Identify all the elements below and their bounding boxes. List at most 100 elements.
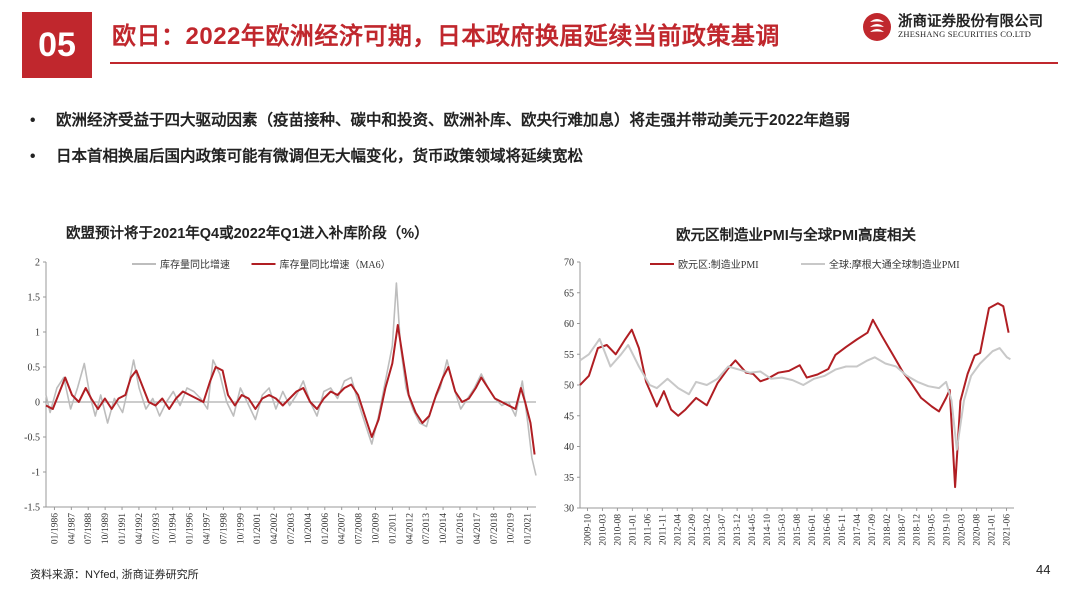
x-tick-label: 04/2002 (270, 513, 280, 544)
x-tick-label: 01/1986 (50, 513, 60, 544)
x-tick-label: 2012-04 (673, 514, 683, 546)
y-tick-label: 0 (35, 398, 40, 409)
x-tick-label: 10/1994 (169, 513, 179, 544)
x-tick-label: 2018-02 (883, 514, 893, 546)
page-title: 欧日：2022年欧洲经济可期，日本政府换届延续当前政策基调 (112, 23, 780, 50)
chart1-title: 欧盟预计将于2021年Q4或2022年Q1进入补库阶段（%） (66, 226, 429, 242)
x-tick-label: 07/2003 (287, 513, 297, 544)
x-tick-label: 2018-12 (913, 514, 923, 546)
x-tick-label: 01/2016 (456, 513, 466, 544)
x-tick-label: 2012-09 (688, 514, 698, 546)
legend-label: 全球:摩根大通全球制造业PMI (829, 258, 960, 271)
x-tick-label: 2014-10 (763, 514, 773, 546)
x-tick-label: 2016-01 (808, 514, 818, 546)
source-note: 资料来源：NYfed, 浙商证券研究所 (30, 569, 199, 581)
logo-chinese-name: 浙商证券股份有限公司 (898, 13, 1043, 30)
x-tick-label: 2021-06 (1003, 514, 1013, 546)
series-line (579, 302, 1010, 489)
y-tick-label: 45 (564, 411, 574, 422)
y-tick-label: 65 (564, 288, 574, 299)
x-tick-label: 10/2019 (507, 513, 517, 544)
x-tick-label: 01/1996 (186, 513, 196, 544)
bullet-list: • 欧洲经济受益于四大驱动因素（疫苗接种、碳中和投资、欧洲补库、欧央行难加息）将走… (30, 108, 850, 180)
x-tick-label: 01/2006 (321, 513, 331, 544)
x-tick-label: 2021-01 (988, 514, 998, 546)
x-tick-label: 2013-02 (703, 514, 713, 546)
x-tick-label: 10/2004 (304, 513, 314, 544)
x-tick-label: 07/2018 (490, 513, 500, 544)
x-tick-label: 2010-08 (613, 514, 623, 546)
x-tick-label: 01/2011 (388, 513, 398, 544)
x-tick-label: 07/1988 (84, 513, 94, 544)
x-tick-label: 04/2012 (405, 513, 415, 544)
x-tick-label: 04/2017 (473, 513, 483, 544)
section-number: 05 (38, 25, 76, 64)
bullet-item: • 日本首相换届后国内政策可能有微调但无大幅变化，货币政策领域将延续宽松 (30, 148, 584, 165)
x-tick-label: 2017-04 (853, 514, 863, 546)
x-tick-label: 2018-07 (898, 514, 908, 546)
y-tick-label: 50 (564, 381, 574, 392)
x-tick-label: 2017-09 (868, 514, 878, 546)
y-tick-label: 2 (35, 258, 40, 269)
y-tick-label: -1.5 (24, 503, 40, 514)
x-tick-label: 2013-07 (718, 514, 728, 546)
y-tick-label: -1 (32, 468, 40, 479)
legend-label: 欧元区:制造业PMI (678, 258, 759, 271)
chart2-title: 欧元区制造业PMI与全球PMI高度相关 (676, 228, 917, 244)
x-tick-label: 2015-03 (778, 514, 788, 546)
x-tick-label: 04/1997 (203, 513, 213, 544)
x-tick-label: 2011-01 (628, 514, 638, 546)
series-line (45, 282, 537, 476)
y-tick-label: 40 (564, 442, 574, 453)
bullet-text: 欧洲经济受益于四大驱动因素（疫苗接种、碳中和投资、欧洲补库、欧央行难加息）将走强… (56, 112, 850, 129)
header-divider (110, 62, 1058, 64)
y-tick-label: 1.5 (28, 293, 41, 304)
x-tick-label: 2019-05 (928, 514, 938, 546)
x-tick-label: 07/1993 (152, 513, 162, 544)
x-tick-label: 2015-08 (793, 514, 803, 546)
logo-english-name: ZHESHANG SECURITIES CO.LTD (898, 29, 1032, 40)
x-tick-label: 04/2007 (338, 513, 348, 544)
x-tick-label: 2020-03 (958, 514, 968, 546)
series-line (45, 324, 536, 455)
x-tick-label: 04/1992 (135, 513, 145, 544)
y-tick-label: 30 (564, 504, 574, 515)
legend-label: 库存量同比增速（MA6） (280, 258, 391, 271)
x-tick-label: 2013-12 (733, 514, 743, 546)
y-tick-label: -0.5 (24, 433, 40, 444)
x-tick-label: 07/2008 (355, 513, 365, 544)
x-tick-label: 01/2021 (524, 513, 534, 544)
x-tick-label: 07/1998 (219, 513, 229, 544)
bullet-text: 日本首相换届后国内政策可能有微调但无大幅变化，货币政策领域将延续宽松 (56, 148, 584, 165)
section-number-badge: 05 (22, 12, 92, 78)
x-tick-label: 2010-03 (598, 514, 608, 546)
x-tick-label: 2011-11 (658, 514, 668, 545)
x-tick-label: 04/1987 (67, 513, 77, 544)
x-tick-label: 2014-05 (748, 514, 758, 546)
x-tick-label: 10/2009 (371, 513, 381, 544)
x-tick-label: 2016-11 (838, 514, 848, 546)
y-tick-label: 60 (564, 319, 574, 330)
legend-label: 库存量同比增速 (160, 258, 230, 271)
y-tick-label: 55 (564, 350, 574, 361)
x-tick-label: 01/2001 (253, 513, 263, 544)
inventory-growth-chart: 2 1.5 1 0.5 0 -0.5 -1 -1.5 01/1986 04/1987 07/1988… (24, 258, 537, 544)
x-tick-label: 07/2013 (422, 513, 432, 544)
x-tick-label: 01/1991 (118, 513, 128, 544)
y-tick-label: 35 (564, 473, 574, 484)
bullet-item: • 欧洲经济受益于四大驱动因素（疫苗接种、碳中和投资、欧洲补库、欧央行难加息）将走… (30, 112, 850, 129)
y-tick-label: 70 (564, 258, 574, 269)
x-tick-label: 2016-06 (823, 514, 833, 546)
x-tick-label: 10/1989 (101, 513, 111, 544)
y-tick-label: 1 (35, 328, 40, 339)
x-tick-label: 10/1999 (236, 513, 246, 544)
x-tick-label: 2019-10 (943, 514, 953, 546)
pmi-chart: 70 65 60 55 50 45 40 35 30 2009-10 2010-03 2010-08 2… (564, 258, 1014, 546)
x-tick-label: 10/2014 (439, 513, 449, 544)
x-tick-label: 2011-06 (643, 514, 653, 546)
series-line (579, 337, 1011, 451)
logo-mark-icon (863, 13, 891, 41)
x-tick-label: 2009-10 (583, 514, 593, 546)
company-logo: 浙商证券股份有限公司 ZHESHANG SECURITIES CO.LTD (862, 12, 1043, 42)
x-tick-label: 2020-08 (973, 514, 983, 546)
